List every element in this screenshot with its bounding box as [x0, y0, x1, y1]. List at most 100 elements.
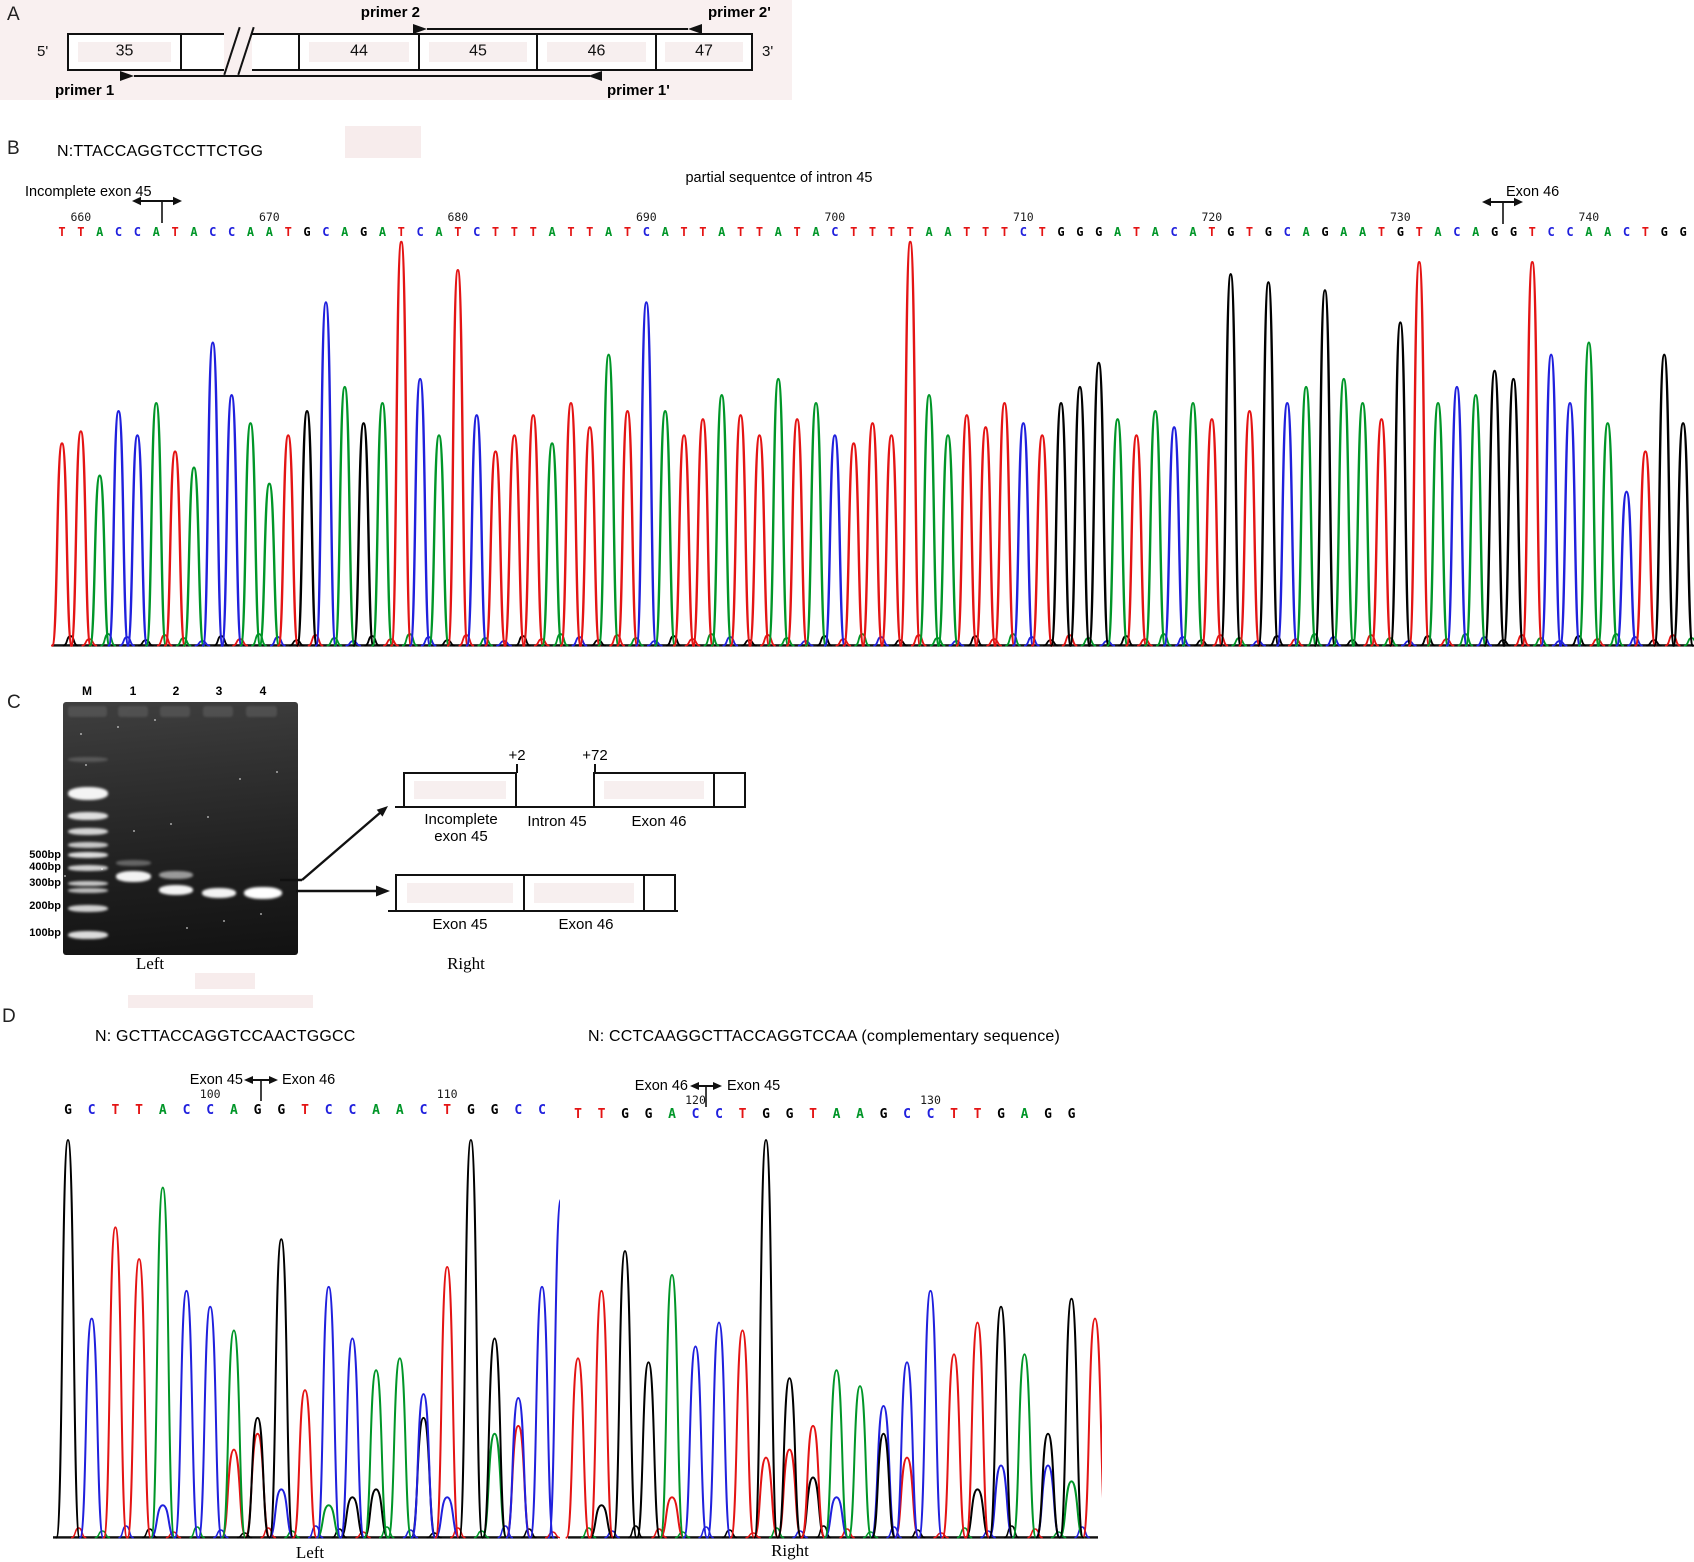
arrow-left-icon — [1482, 197, 1491, 207]
trace-peak — [197, 1305, 223, 1539]
trace-noise — [698, 1526, 714, 1539]
trace-peak — [1653, 353, 1676, 647]
sample-band — [159, 885, 193, 895]
trace-peak — [1672, 422, 1694, 647]
position-tick-label: 680 — [447, 210, 468, 224]
exon-box-shading — [664, 42, 744, 62]
base-letter: C — [88, 1103, 96, 1118]
base-letter: T — [301, 1103, 309, 1118]
base-letter: T — [598, 1107, 606, 1122]
trace-peak — [1521, 260, 1544, 647]
trace-peak — [918, 1289, 943, 1539]
trace-peak — [616, 410, 639, 647]
trace-peak — [777, 1377, 802, 1539]
base-letter: T — [982, 225, 989, 239]
trace-noise — [721, 1529, 738, 1539]
trace-peak — [706, 1321, 732, 1539]
base-letter: T — [111, 1103, 119, 1118]
trace-peak — [710, 393, 733, 647]
trace-peak — [1035, 1432, 1061, 1539]
ladder-band — [68, 757, 108, 762]
d-left-caption: Left — [295, 1543, 325, 1562]
trace-peak — [1068, 385, 1091, 647]
trace-peak — [823, 434, 846, 647]
position-tick-label: 740 — [1578, 210, 1599, 224]
sample-band — [244, 887, 282, 899]
base-letter: C — [692, 1107, 700, 1122]
gel-speckle — [186, 927, 188, 929]
base-letter: T — [454, 225, 461, 239]
panel-c-label: C — [7, 692, 21, 713]
base-letter: T — [950, 1107, 958, 1122]
trace-peak — [730, 1329, 755, 1539]
trace-peak — [126, 434, 149, 647]
base-letter: C — [514, 1103, 522, 1118]
base-letter: A — [548, 225, 556, 239]
trace-peak — [1012, 1353, 1037, 1539]
trace-peak — [484, 450, 507, 647]
ladder-label-500bp: 500bp — [29, 849, 61, 861]
trace-peak — [458, 1139, 484, 1539]
base-letter: T — [398, 225, 405, 239]
base-letter: T — [794, 225, 801, 239]
exon-box-label: 46 — [587, 42, 606, 60]
gel-well — [118, 706, 148, 717]
trace-peak — [847, 1385, 873, 1539]
trace-peak — [164, 450, 187, 647]
trace-peak — [589, 1289, 614, 1539]
trace-peak — [1031, 434, 1054, 647]
arrow-right-icon — [269, 1076, 278, 1084]
trace-peak — [918, 393, 941, 647]
trace-peak — [145, 402, 168, 647]
base-letter: C — [420, 1103, 428, 1118]
base-letter: A — [1472, 225, 1480, 239]
exon-box-label: 47 — [695, 42, 713, 60]
trace-peak — [936, 434, 959, 647]
trace-peak — [390, 240, 413, 647]
gel-speckle — [117, 726, 119, 728]
base-letter: A — [668, 1107, 676, 1122]
trace-noise — [792, 1530, 808, 1539]
exon-box-shading — [429, 42, 527, 62]
base-letter: A — [775, 225, 783, 239]
position-ticks: 120 130 — [685, 1093, 941, 1107]
position-tick-label: 110 — [437, 1087, 458, 1101]
base-letter: A — [662, 225, 670, 239]
plus2-label: +2 — [508, 747, 526, 764]
trace-peak — [316, 1285, 342, 1539]
base-letter: G — [1679, 225, 1686, 239]
base-letter: T — [492, 225, 499, 239]
trace-peak — [292, 1389, 318, 1539]
three-prime-label: 3' — [762, 43, 774, 60]
top-diagram-baseline — [395, 806, 746, 809]
trace-minor-peak — [315, 1504, 342, 1539]
base-letter: G — [1095, 225, 1102, 239]
trace-peak — [296, 410, 319, 647]
base-letter: G — [786, 1107, 794, 1122]
trace-minor-peak — [1058, 1480, 1085, 1539]
base-letter: A — [153, 225, 161, 239]
trace-peak — [352, 422, 375, 647]
ladder-band — [68, 931, 108, 939]
trace-minor-peak — [268, 1488, 295, 1539]
sample-band — [116, 871, 151, 882]
trace-peak — [988, 1305, 1014, 1539]
arrow-right-icon — [713, 1082, 722, 1090]
scan-artifact-patch — [195, 973, 255, 989]
trace-peak — [1502, 377, 1525, 647]
panel-d-left-header: N: GCTTACCAGGTCCAACTGGCC — [95, 1028, 356, 1045]
trace-peak — [800, 1424, 826, 1539]
trace-minor-peak — [149, 1504, 176, 1539]
trace-peak — [861, 422, 884, 647]
position-tick-label: 130 — [920, 1093, 941, 1107]
position-ticks: 100 110 — [200, 1087, 458, 1101]
trace-peak — [51, 442, 73, 647]
trace-peak — [1087, 361, 1110, 647]
ladder-label-300bp: 300bp — [29, 877, 61, 889]
base-letter: A — [718, 225, 726, 239]
trace-minor-peak — [823, 1496, 850, 1539]
